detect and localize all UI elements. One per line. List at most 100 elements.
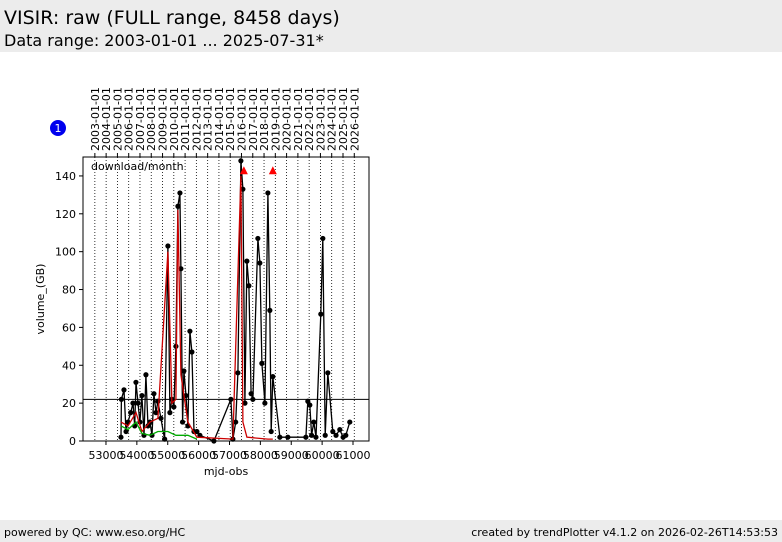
data-point: [347, 419, 353, 425]
data-point: [151, 391, 157, 397]
top-tick-label: 2021-01-01: [292, 87, 305, 151]
data-point: [228, 396, 234, 402]
data-point: [343, 432, 349, 438]
y-tick-label: 20: [62, 397, 76, 410]
data-point: [181, 368, 187, 374]
data-point: [259, 360, 265, 366]
top-tick-label: 2013-01-01: [202, 87, 215, 151]
x-tick-label: 56000: [181, 449, 216, 462]
data-point: [246, 283, 252, 289]
x-tick-label: 60000: [305, 449, 340, 462]
data-point: [244, 258, 250, 264]
data-point: [309, 432, 315, 438]
data-point: [307, 402, 313, 408]
data-point: [135, 400, 141, 406]
top-tick-label: 2008-01-01: [145, 87, 158, 151]
data-point: [177, 190, 183, 196]
data-point: [238, 158, 244, 164]
data-point: [242, 400, 248, 406]
y-tick-label: 0: [69, 435, 76, 448]
data-point: [270, 374, 276, 380]
data-point: [233, 419, 239, 425]
data-point: [248, 391, 254, 397]
data-point: [189, 349, 195, 355]
top-tick-label: 2020-01-01: [281, 87, 294, 151]
top-tick-label: 2026-01-01: [348, 87, 361, 151]
data-point: [330, 428, 336, 435]
data-point: [285, 434, 291, 440]
data-point: [143, 372, 149, 378]
data-point: [175, 203, 181, 209]
x-axis-label: mjd-obs: [204, 465, 249, 478]
data-point: [130, 400, 136, 406]
y-tick-label: 120: [55, 208, 76, 221]
page-title: VISIR: raw (FULL range, 8458 days): [4, 7, 340, 29]
data-point: [277, 434, 283, 440]
x-tick-label: 59000: [274, 449, 309, 462]
top-tick-label: 2015-01-01: [224, 87, 237, 151]
top-tick-label: 2007-01-01: [134, 87, 147, 151]
series-line: [120, 175, 273, 440]
top-tick-label: 2025-01-01: [337, 87, 350, 151]
x-tick-label: 54000: [119, 449, 154, 462]
top-tick-label: 2006-01-01: [123, 87, 136, 151]
top-tick-label: 2012-01-01: [190, 87, 203, 151]
data-point: [162, 436, 168, 442]
data-point: [118, 434, 124, 440]
data-point: [167, 410, 173, 416]
top-tick-label: 2024-01-01: [326, 87, 339, 151]
y-tick-label: 140: [55, 170, 76, 183]
data-point: [187, 328, 193, 334]
data-point: [194, 428, 200, 435]
data-point: [165, 243, 171, 249]
header: VISIR: raw (FULL range, 8458 days) Data …: [0, 0, 782, 52]
data-point: [118, 396, 125, 402]
data-point: [262, 400, 268, 406]
top-tick-label: 2004-01-01: [100, 87, 113, 151]
top-tick-label: 2022-01-01: [303, 87, 316, 151]
data-point: [318, 311, 324, 317]
footer: powered by QC: www.eso.org/HC created by…: [0, 520, 782, 542]
data-point: [197, 432, 203, 438]
page-subtitle: Data range: 2003-01-01 ... 2025-07-31*: [4, 31, 324, 50]
data-point: [250, 396, 256, 402]
plot-frame: [82, 156, 370, 442]
top-tick-label: 2011-01-01: [179, 87, 192, 151]
annotation: download/month: [91, 160, 184, 173]
badge-label: 1: [55, 122, 62, 135]
y-tick-label: 60: [62, 321, 76, 334]
data-point: [235, 370, 241, 376]
data-point: [133, 379, 139, 385]
data-point: [121, 387, 127, 393]
data-point: [303, 434, 309, 440]
chart: 1 2003-01-012004-01-012005-01-012006-01-0…: [34, 87, 371, 478]
top-tick-label: 2003-01-01: [89, 87, 102, 151]
top-tick-label: 2005-01-01: [111, 87, 124, 151]
data-point: [139, 392, 145, 399]
data-point: [123, 428, 129, 435]
y-axis-label: volume_(GB): [34, 264, 47, 335]
data-point: [333, 432, 339, 438]
data-point: [322, 432, 328, 438]
data-point: [257, 260, 263, 266]
series-line: [120, 421, 198, 440]
x-tick-label: 57000: [212, 449, 247, 462]
arrow-marker: [268, 166, 277, 175]
data-point: [265, 190, 271, 196]
data-point: [255, 235, 261, 242]
data-point: [267, 307, 273, 313]
footer-left: powered by QC: www.eso.org/HC: [4, 526, 186, 539]
top-tick-label: 2018-01-01: [258, 87, 271, 151]
data-point: [171, 404, 177, 410]
data-point: [179, 419, 186, 425]
data-point: [128, 410, 134, 416]
top-tick-label: 2017-01-01: [247, 87, 260, 151]
y-tick-label: 80: [62, 284, 76, 297]
footer-right: created by trendPlotter v4.1.2 on 2026-0…: [471, 526, 778, 539]
data-point: [153, 410, 159, 416]
data-point: [320, 235, 326, 242]
arrow-marker: [239, 166, 248, 175]
data-point: [268, 428, 274, 435]
top-tick-label: 2019-01-01: [269, 87, 282, 151]
